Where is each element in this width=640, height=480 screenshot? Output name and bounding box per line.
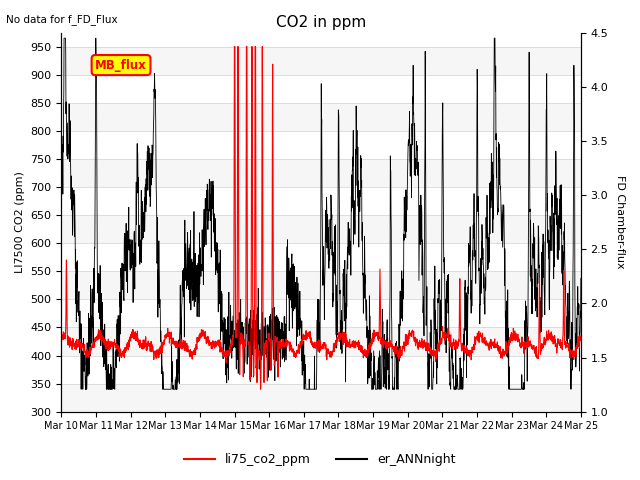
Bar [61, 384, 581, 412]
Legend: li75_co2_ppm, er_ANNnight: li75_co2_ppm, er_ANNnight [179, 448, 461, 471]
Bar [61, 215, 581, 243]
Bar [61, 159, 581, 187]
Title: CO2 in ppm: CO2 in ppm [276, 15, 366, 30]
Y-axis label: FD Chamber-flux: FD Chamber-flux [615, 175, 625, 269]
Text: No data for f_FD_Flux: No data for f_FD_Flux [6, 14, 118, 25]
Bar [61, 103, 581, 131]
Bar [61, 271, 581, 300]
Y-axis label: LI7500 CO2 (ppm): LI7500 CO2 (ppm) [15, 171, 25, 273]
Text: MB_flux: MB_flux [95, 59, 147, 72]
Bar [61, 47, 581, 75]
Bar [61, 327, 581, 356]
